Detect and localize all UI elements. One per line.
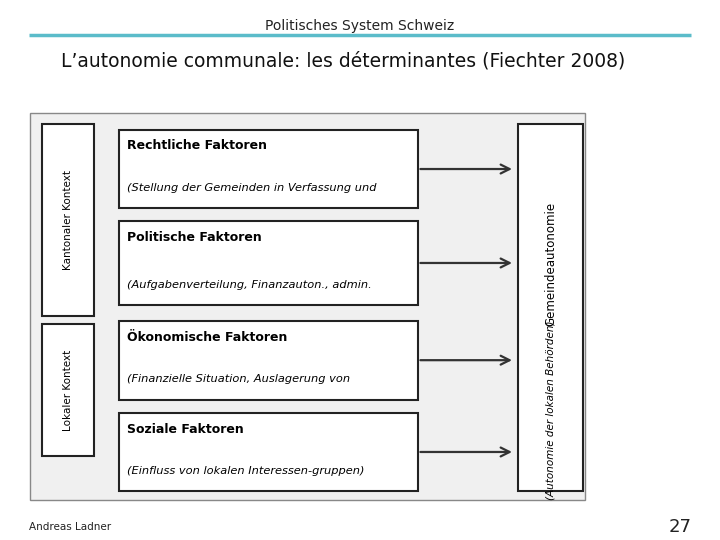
Text: Ökonomische Faktoren: Ökonomische Faktoren — [127, 331, 288, 344]
Bar — [119, 321, 418, 400]
Text: (Einfluss von lokalen Interessen-gruppen): (Einfluss von lokalen Interessen-gruppen… — [127, 466, 365, 476]
Bar — [42, 124, 94, 316]
Text: (Autonomie der lokalen Behörden): (Autonomie der lokalen Behörden) — [546, 321, 556, 501]
Text: Soziale Faktoren: Soziale Faktoren — [127, 423, 244, 436]
Text: Politische Faktoren: Politische Faktoren — [127, 231, 262, 244]
Bar — [119, 413, 418, 491]
Text: Kantonaler Kontext: Kantonaler Kontext — [63, 170, 73, 270]
Text: 27: 27 — [668, 517, 691, 536]
Text: Politisches System Schweiz: Politisches System Schweiz — [266, 19, 454, 33]
Text: (Stellung der Gemeinden in Verfassung und: (Stellung der Gemeinden in Verfassung un… — [127, 183, 377, 193]
Text: (Aufgabenverteilung, Finanzauton., admin.: (Aufgabenverteilung, Finanzauton., admin… — [127, 280, 372, 290]
Bar — [119, 130, 418, 208]
Text: (Finanzielle Situation, Auslagerung von: (Finanzielle Situation, Auslagerung von — [127, 374, 351, 384]
Text: Andreas Ladner: Andreas Ladner — [29, 522, 111, 531]
Bar — [119, 221, 418, 305]
Bar — [30, 113, 585, 500]
Text: L’autonomie communale: les déterminantes (Fiechter 2008): L’autonomie communale: les déterminantes… — [61, 51, 626, 70]
Text: Lokaler Kontext: Lokaler Kontext — [63, 349, 73, 431]
Text: Gemeindeautonomie: Gemeindeautonomie — [544, 201, 557, 326]
Text: Rechtliche Faktoren: Rechtliche Faktoren — [127, 139, 267, 152]
Bar — [518, 124, 583, 491]
Bar — [42, 324, 94, 456]
